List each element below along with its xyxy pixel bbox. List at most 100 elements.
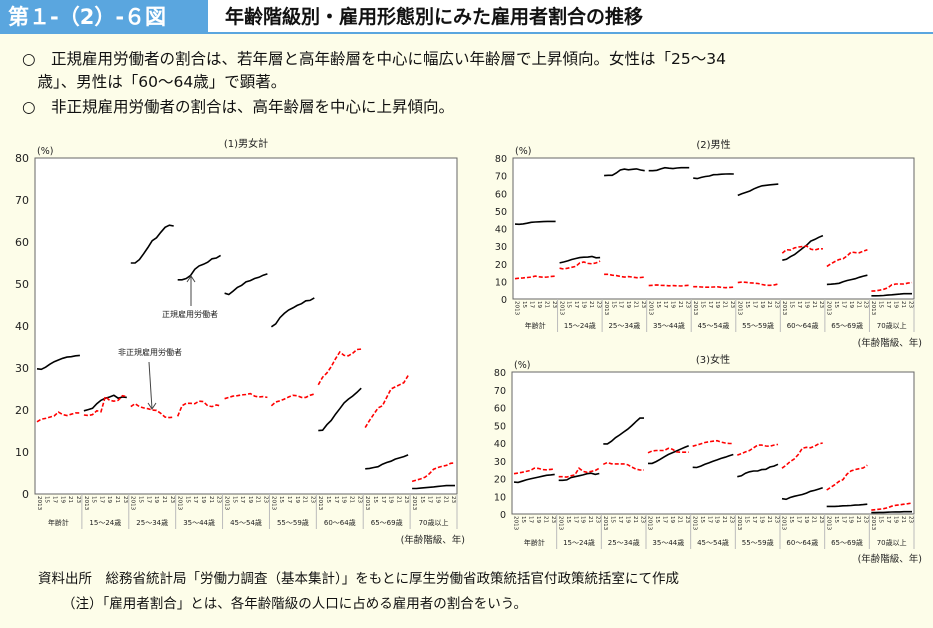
year-tick-label: 15 xyxy=(833,516,839,524)
y-tick-label: 50 xyxy=(15,278,29,291)
year-tick-label: 21 xyxy=(67,496,73,504)
regular-line xyxy=(826,503,868,508)
non-regular-line xyxy=(514,275,556,280)
figure-header: 第１-（2）-６図 年齢階級別・雇用形態別にみた雇用者割合の推移 xyxy=(0,0,933,34)
non-regular-line xyxy=(36,411,80,423)
year-tick-label: 2013 xyxy=(781,301,787,316)
year-tick-label: 2013 xyxy=(411,496,417,511)
regular-line xyxy=(781,486,823,501)
year-tick-label: 23 xyxy=(263,496,269,504)
regular-line xyxy=(871,292,912,297)
chart-title: (2)男性 xyxy=(696,138,730,151)
group-label: 60～64歳 xyxy=(787,321,819,330)
group-label: 70歳以上 xyxy=(877,321,907,330)
year-tick-label: 15 xyxy=(44,496,50,504)
year-tick-label: 21 xyxy=(349,496,355,504)
regular-line xyxy=(603,417,644,445)
y-tick-label: 20 xyxy=(494,475,506,486)
year-tick-label: 23 xyxy=(403,496,409,504)
year-tick-label: 19 xyxy=(625,301,631,309)
year-tick-label: 17 xyxy=(618,301,624,309)
year-tick-label: 19 xyxy=(294,496,300,504)
year-tick-label: 2013 xyxy=(514,301,520,316)
year-tick-label: 21 xyxy=(811,516,817,524)
group-label: 60～64歳 xyxy=(786,538,818,547)
year-tick-label: 23 xyxy=(75,496,81,504)
year-tick-label: 17 xyxy=(529,301,535,309)
figure-title: 年齢階級別・雇用形態別にみた雇用者割合の推移 xyxy=(225,6,644,28)
group-label: 35～44歳 xyxy=(183,518,215,527)
year-tick-label: 17 xyxy=(528,516,534,524)
group-label: 年齢計 xyxy=(525,321,546,330)
year-tick-label: 23 xyxy=(356,496,362,504)
non-regular-line xyxy=(224,392,268,400)
group-label: 35～44歳 xyxy=(652,538,684,547)
year-tick-label: 21 xyxy=(587,516,593,524)
year-tick-label: 15 xyxy=(184,496,190,504)
non-regular-line xyxy=(513,467,555,475)
year-tick-label: 21 xyxy=(900,301,906,309)
year-tick-label: 23 xyxy=(595,516,601,524)
y-tick-label: 30 xyxy=(15,362,29,375)
year-tick-label: 21 xyxy=(855,516,861,524)
year-tick-label: 2013 xyxy=(647,516,653,531)
annotation-non-regular: 非正規雇用労働者 xyxy=(118,347,182,357)
year-tick-label: 17 xyxy=(286,496,292,504)
year-tick-label: 19 xyxy=(669,516,675,524)
regular-line xyxy=(737,183,779,197)
non-regular-line xyxy=(693,285,734,289)
year-tick-label: 19 xyxy=(803,301,809,309)
group-label: 70歳以上 xyxy=(419,518,449,527)
year-tick-label: 19 xyxy=(388,496,394,504)
y-tick-label: 0 xyxy=(500,510,506,521)
y-axis-unit: (%) xyxy=(37,146,53,157)
year-tick-label: 2013 xyxy=(177,496,183,511)
year-tick-label: 21 xyxy=(766,301,772,309)
non-regular-line xyxy=(604,273,645,279)
regular-line xyxy=(514,220,556,226)
chart-title: (3)女性 xyxy=(696,353,730,366)
year-tick-label: 23 xyxy=(550,516,556,524)
year-tick-label: 2013 xyxy=(781,516,787,531)
group-label: 45～54歳 xyxy=(230,518,262,527)
group-label: 55～59歳 xyxy=(277,518,309,527)
regular-line xyxy=(270,297,315,328)
year-tick-label: 19 xyxy=(803,516,809,524)
year-tick-label: 17 xyxy=(751,301,757,309)
y-tick-label: 20 xyxy=(15,404,29,417)
y-tick-label: 10 xyxy=(15,446,29,459)
plot-area xyxy=(512,157,915,300)
year-tick-label: 15 xyxy=(655,301,661,309)
y-tick-label: 40 xyxy=(494,439,506,450)
year-tick-label: 19 xyxy=(670,301,676,309)
y-tick-label: 80 xyxy=(15,152,29,165)
year-tick-label: 17 xyxy=(572,516,578,524)
year-tick-label: 19 xyxy=(892,516,898,524)
year-tick-label: 19 xyxy=(153,496,159,504)
arrowhead xyxy=(186,275,196,283)
regular-line xyxy=(224,273,268,296)
year-tick-label: 2013 xyxy=(737,301,743,316)
year-tick-label: 21 xyxy=(766,516,772,524)
year-tick-label: 2013 xyxy=(513,516,519,531)
source-note: 資料出所 総務省統計局「労働力調査（基本集計）」をもとに厚生労働省政策統括官付政… xyxy=(38,571,679,587)
year-tick-label: 19 xyxy=(435,496,441,504)
year-tick-label: 17 xyxy=(662,516,668,524)
year-tick-label: 19 xyxy=(59,496,65,504)
year-tick-label: 21 xyxy=(721,516,727,524)
year-tick-label: 21 xyxy=(302,496,308,504)
year-tick-label: 17 xyxy=(239,496,245,504)
regular-line xyxy=(412,484,455,490)
year-tick-label: 19 xyxy=(848,516,854,524)
year-tick-label: 19 xyxy=(536,301,542,309)
year-tick-label: 2013 xyxy=(603,301,609,316)
year-tick-label: 21 xyxy=(114,496,120,504)
arrowhead xyxy=(147,402,157,410)
group-label: 15～24歳 xyxy=(89,518,121,527)
year-tick-label: 17 xyxy=(333,496,339,504)
y-tick-label: 0 xyxy=(22,488,29,501)
group-label: 15～24歳 xyxy=(563,538,595,547)
year-tick-label: 21 xyxy=(677,516,683,524)
non-regular-line xyxy=(826,248,868,268)
